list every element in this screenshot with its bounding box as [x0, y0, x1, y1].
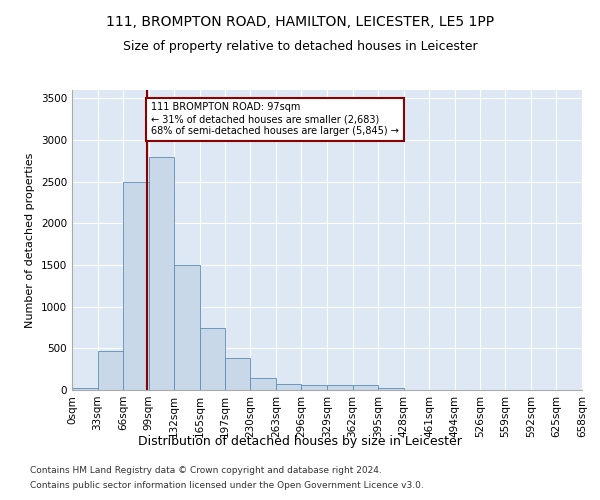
Text: Size of property relative to detached houses in Leicester: Size of property relative to detached ho… — [122, 40, 478, 53]
Bar — [98, 351, 123, 390]
Bar — [353, 386, 378, 390]
Bar — [327, 386, 353, 390]
Bar — [149, 156, 175, 390]
Text: 111 BROMPTON ROAD: 97sqm
← 31% of detached houses are smaller (2,683)
68% of sem: 111 BROMPTON ROAD: 97sqm ← 31% of detach… — [151, 102, 399, 136]
Bar — [175, 265, 200, 390]
Bar — [378, 388, 404, 390]
Y-axis label: Number of detached properties: Number of detached properties — [25, 152, 35, 328]
Bar — [276, 384, 301, 390]
Bar — [224, 358, 250, 390]
Text: Distribution of detached houses by size in Leicester: Distribution of detached houses by size … — [138, 435, 462, 448]
Bar — [72, 388, 98, 390]
Bar — [250, 378, 276, 390]
Text: Contains public sector information licensed under the Open Government Licence v3: Contains public sector information licen… — [30, 481, 424, 490]
Bar — [200, 328, 226, 390]
Text: 111, BROMPTON ROAD, HAMILTON, LEICESTER, LE5 1PP: 111, BROMPTON ROAD, HAMILTON, LEICESTER,… — [106, 15, 494, 29]
Bar — [123, 182, 149, 390]
Text: Contains HM Land Registry data © Crown copyright and database right 2024.: Contains HM Land Registry data © Crown c… — [30, 466, 382, 475]
Bar — [301, 386, 327, 390]
